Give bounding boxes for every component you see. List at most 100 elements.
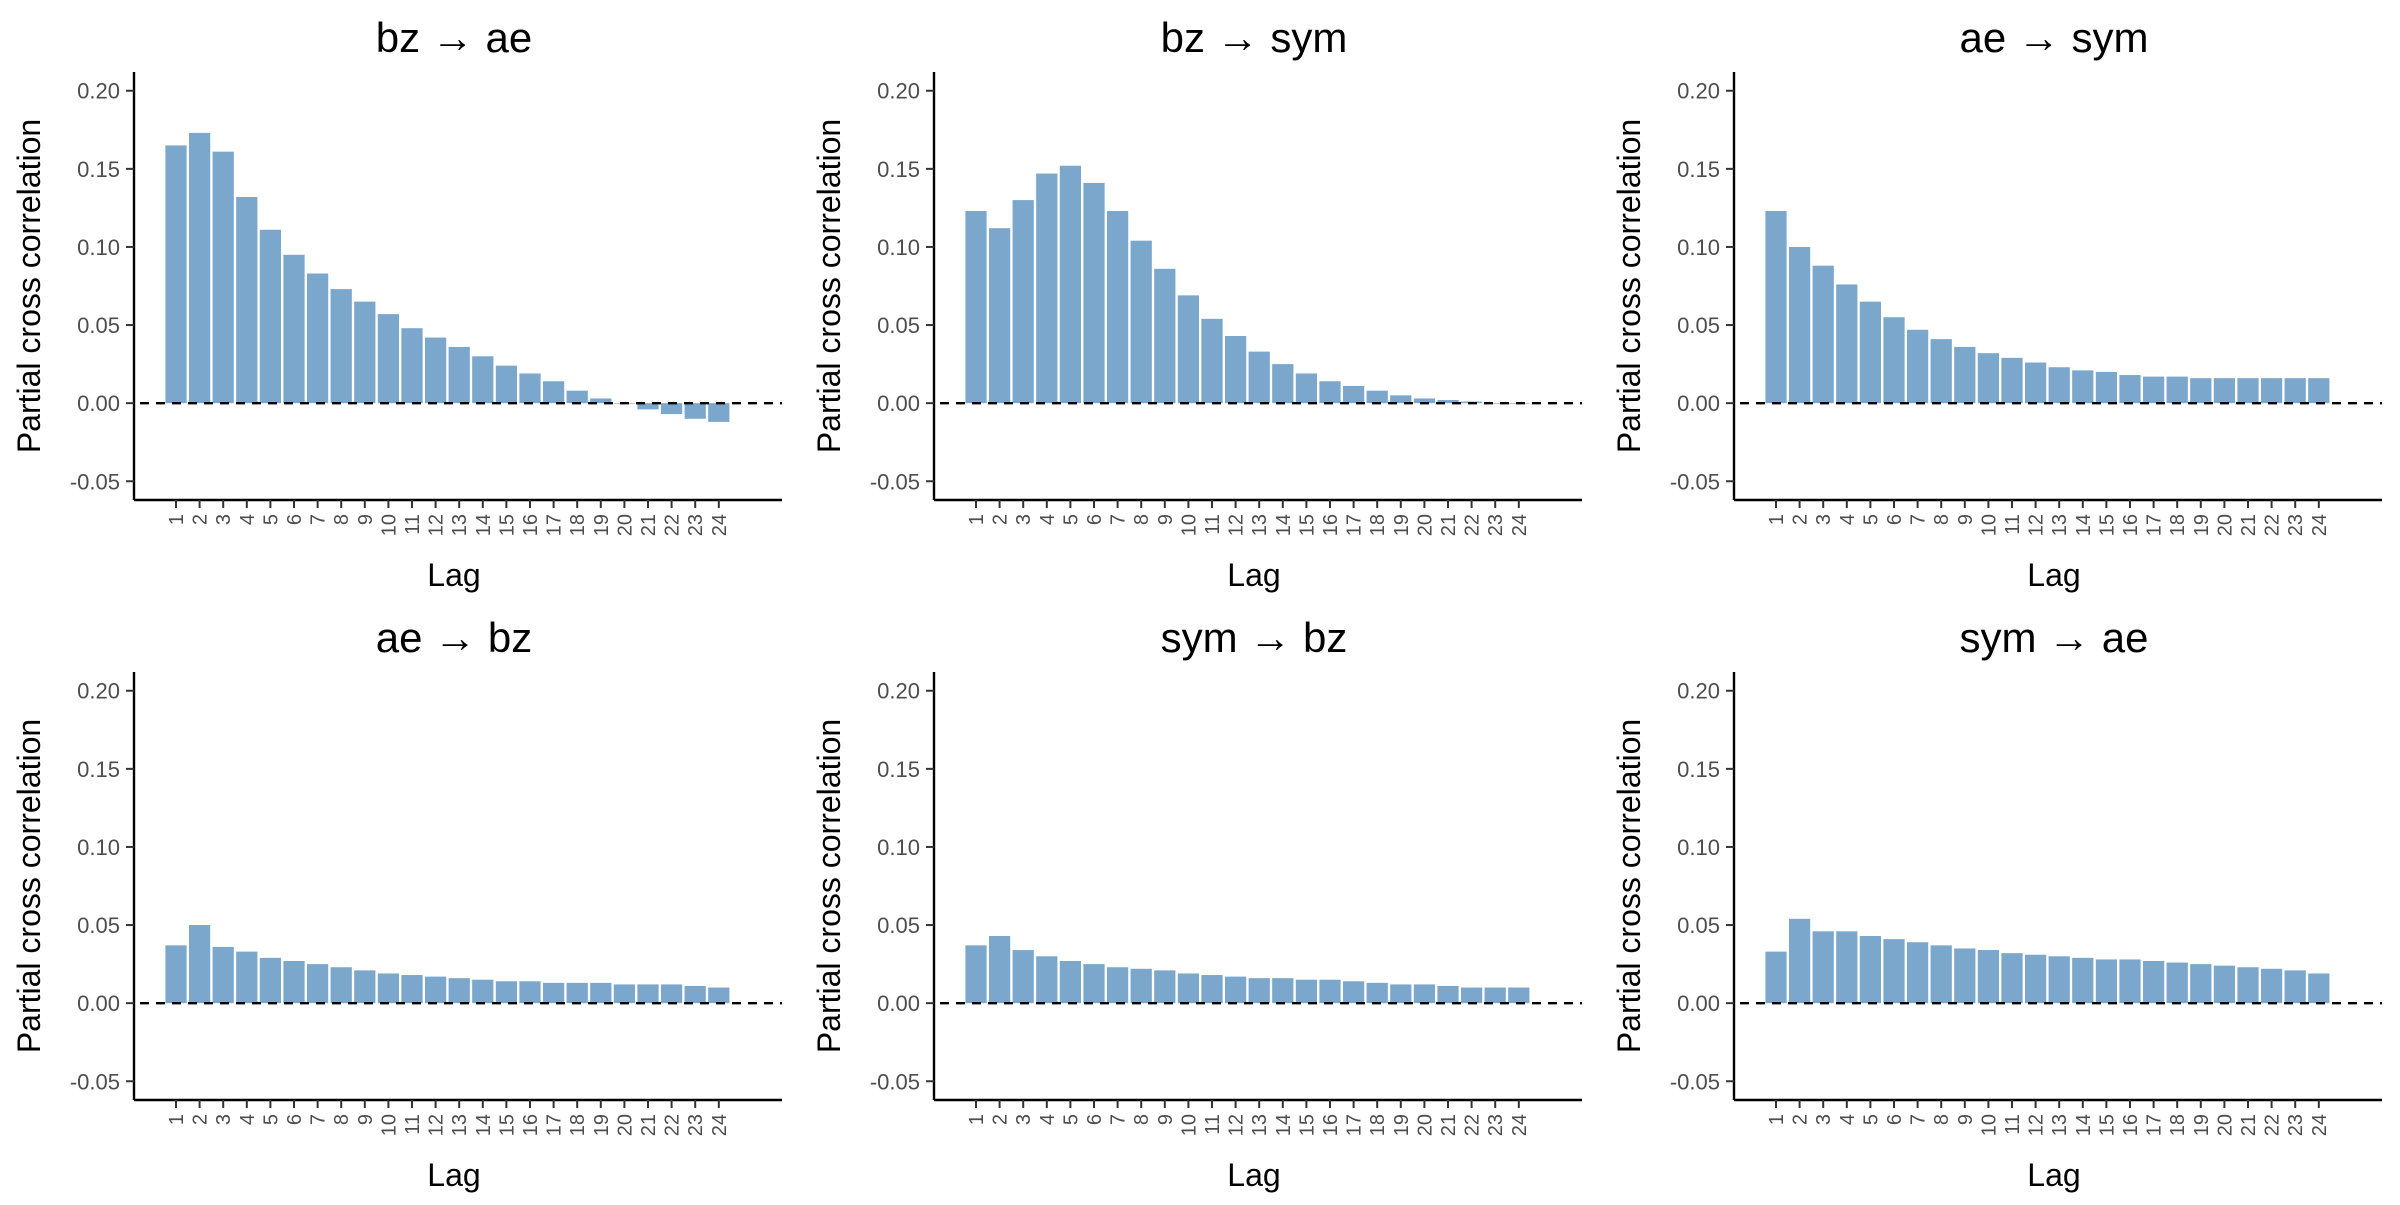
x-tick-label: 10 [1978,1114,2000,1136]
y-axis-title: Partial cross correlation [811,119,847,453]
x-tick-label: 9 [1955,514,1977,525]
bar-lag-14 [472,356,494,404]
x-tick-label: 3 [1813,514,1835,525]
bar-lag-1 [965,945,987,1004]
y-tick-label: 0.20 [877,79,920,104]
x-tick-label: 17 [1344,514,1366,536]
x-tick-label: 8 [331,514,353,525]
bar-lag-6 [1883,317,1905,404]
x-tick-label: 23 [2285,1114,2307,1136]
x-tick-label: 20 [2214,1114,2236,1136]
y-tick-label: 0.00 [877,391,920,416]
x-tick-label: 11 [1202,1114,1224,1135]
x-tick-label: 4 [237,1114,259,1125]
bar-lag-22 [660,984,683,1004]
bar-lag-14 [2072,957,2094,1004]
bar-lag-23 [1484,987,1506,1004]
bar-lag-1 [1765,211,1787,404]
x-tick-label: 22 [1462,1114,1484,1136]
x-tick-label: 13 [449,1114,471,1136]
bar-lag-13 [1248,978,1270,1004]
bar-lag-22 [2260,378,2283,404]
x-tick-label: 21 [1438,1114,1460,1136]
bar-lag-7 [1106,967,1129,1004]
y-tick-label: 0.05 [877,913,920,938]
y-tick-label: 0.00 [1677,391,1720,416]
x-tick-label: 20 [614,514,636,536]
x-tick-label: 11 [1202,514,1224,535]
x-tick-label: 14 [1273,1114,1295,1136]
bar-lag-24 [2308,378,2330,404]
x-tick-label: 13 [449,514,471,536]
bar-lag-19 [590,982,612,1004]
bar-lag-17 [1342,981,1365,1004]
chart-panel-4: ae → bz0.200.150.100.050.00-0.051 2 3 4 5 6 7 8… [11,614,782,1193]
bar-lag-9 [354,970,376,1004]
x-tick-label: 10 [1178,1114,1200,1136]
bar-lag-16 [1319,381,1341,404]
y-tick-label: -0.05 [1670,1069,1720,1094]
x-tick-label: 13 [2049,1114,2071,1136]
x-tick-label: 11 [2002,1114,2024,1135]
bar-lag-9 [1954,948,1976,1004]
x-tick-label: 17 [1344,1114,1366,1136]
bar-lag-7 [306,273,329,404]
x-tick-label: 6 [1084,514,1106,525]
bar-lag-10 [1977,950,2000,1004]
bar-lag-21 [2237,967,2259,1004]
y-tick-label: 0.20 [1677,679,1720,704]
y-tick-label: 0.05 [1677,313,1720,338]
x-tick-label: 14 [473,1114,495,1136]
bar-lag-3 [212,151,234,404]
bar-lag-16 [519,981,541,1004]
x-tick-label: 16 [1320,514,1342,536]
bar-lag-8 [1930,945,1952,1004]
bar-lag-7 [1906,942,1929,1004]
x-tick-label: 16 [520,1114,542,1136]
bar-lag-17 [1342,385,1365,404]
x-tick-label: 11 [402,1114,424,1135]
bar-lag-7 [1906,329,1929,404]
x-tick-label: 6 [284,514,306,525]
x-tick-label: 12 [1226,514,1248,536]
x-tick-label: 1 [166,514,188,525]
x-tick-label: 21 [1438,514,1460,536]
x-tick-label: 22 [662,514,684,536]
bar-lag-12 [1224,976,1247,1004]
x-tick-label: 3 [1813,1114,1835,1125]
bar-lag-20 [2213,965,2236,1004]
bar-lag-18 [566,982,588,1004]
y-tick-label: 0.15 [1677,757,1720,782]
bar-lag-9 [1154,268,1176,404]
bar-lag-21 [637,984,659,1004]
bar-lag-18 [2166,376,2188,404]
x-tick-label: 3 [1013,1114,1035,1125]
bar-lag-8 [1130,968,1152,1004]
x-tick-label: 10 [378,514,400,536]
bar-lag-15 [2095,371,2118,404]
y-tick-label: 0.00 [1677,991,1720,1016]
x-tick-label: 24 [2309,1114,2331,1136]
x-tick-label: 2 [1790,514,1812,525]
x-axis-title: Lag [427,557,480,593]
bar-lag-15 [1295,373,1318,404]
x-tick-label: 11 [402,514,424,535]
x-tick-label: 4 [1837,1114,1859,1125]
x-tick-label: 7 [1908,1114,1930,1125]
x-tick-label: 19 [1391,514,1413,536]
chart-panel-1: bz → ae0.200.150.100.050.00-0.051 2 3 4 5 6 7 8… [11,14,782,593]
x-tick-label: 8 [1931,514,1953,525]
x-tick-label: 4 [1037,1114,1059,1125]
bar-lag-8 [330,967,352,1004]
x-tick-label: 1 [966,514,988,525]
bar-lag-13 [448,978,470,1004]
x-tick-label: 16 [520,514,542,536]
y-tick-label: 0.15 [77,157,120,182]
bar-lag-6 [1083,182,1105,404]
bar-lag-4 [1036,956,1058,1004]
bar-lag-5 [1859,935,1882,1004]
bar-lag-1 [165,145,187,404]
x-tick-label: 2 [1790,1114,1812,1125]
x-tick-label: 7 [1108,1114,1130,1125]
